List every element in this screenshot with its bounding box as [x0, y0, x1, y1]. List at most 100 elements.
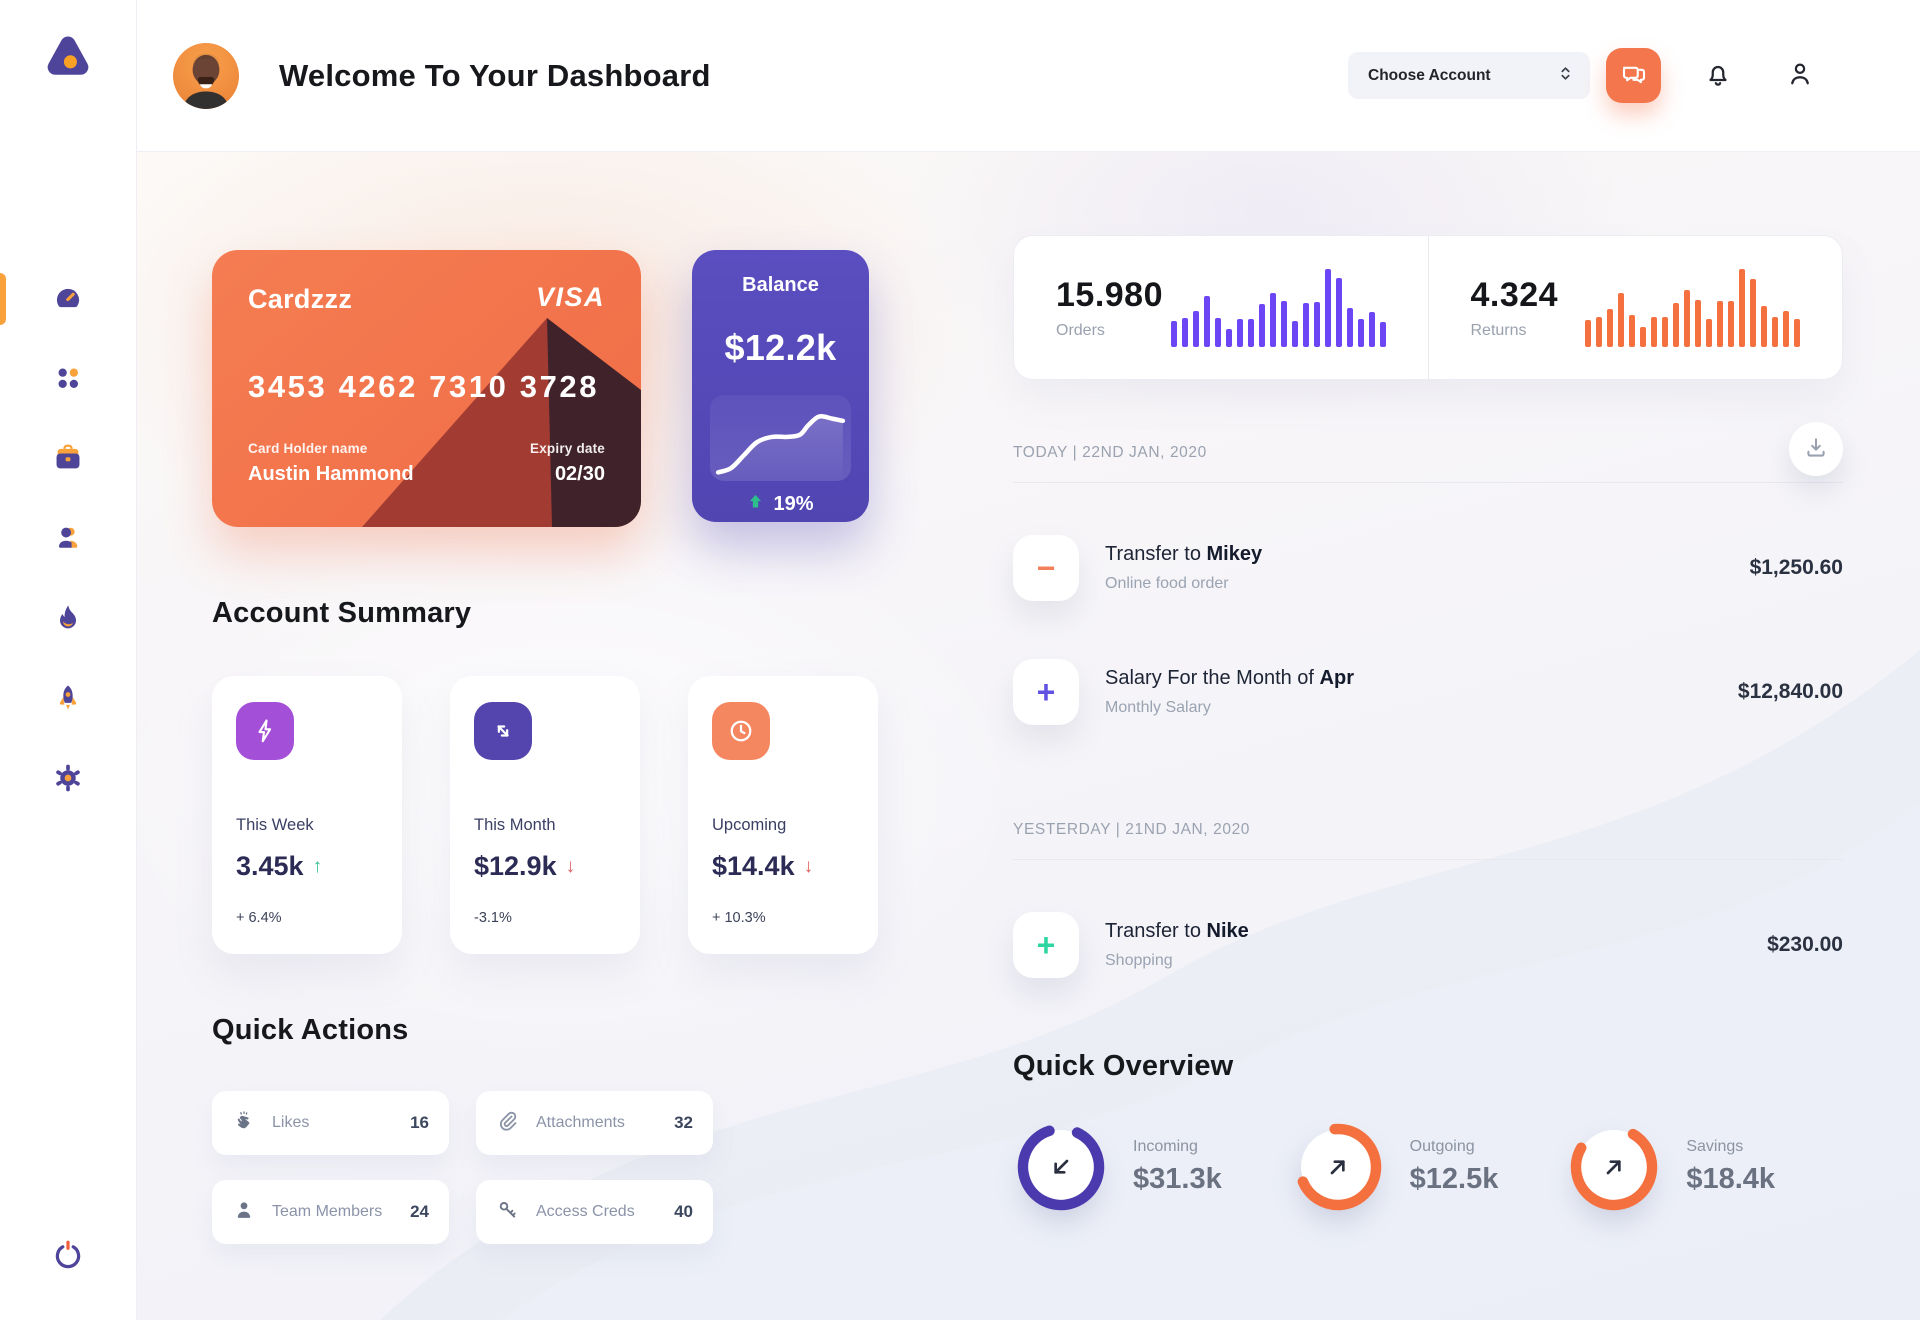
overview-label: Savings	[1686, 1138, 1744, 1155]
sidebar-item-trending[interactable]	[51, 602, 85, 636]
transaction-title: Salary For the Month of Apr	[1105, 667, 1354, 689]
transaction-row[interactable]: + Transfer to Nike Shopping $230.00	[1013, 912, 1843, 978]
bar	[1761, 305, 1767, 347]
summary-value: 3.45k	[236, 851, 304, 881]
power-icon	[51, 1240, 85, 1275]
quick-overview-title: Quick Overview	[1013, 1050, 1234, 1082]
summary-value: $12.9k	[474, 851, 557, 881]
boost-icon	[52, 685, 84, 717]
messages-button[interactable]	[1606, 48, 1661, 103]
transaction-row[interactable]: − Transfer to Mikey Online food order $1…	[1013, 535, 1843, 601]
profile-button[interactable]	[1783, 59, 1817, 93]
card-expiry-date: 02/30	[554, 463, 605, 485]
chat-icon	[1619, 59, 1649, 92]
overview-value: $31.3k	[1133, 1163, 1222, 1195]
bar	[1313, 302, 1320, 347]
bar	[1258, 304, 1265, 347]
summary-label: This Week	[236, 816, 314, 834]
transaction-date-header: YESTERDAY | 21ND JAN, 2020	[1013, 821, 1251, 838]
overview-incoming: Incoming $31.3k	[1013, 1119, 1290, 1215]
quick-action-access-creds[interactable]: Access Creds 40	[476, 1180, 713, 1244]
transaction-amount: $12,840.00	[1737, 680, 1843, 703]
sidebar-item-settings[interactable]	[51, 762, 85, 796]
bar	[1192, 311, 1199, 347]
app-logo-icon	[39, 28, 97, 86]
transactions-section: TODAY | 22ND JAN, 2020 − Transfer to Mike…	[1013, 422, 1843, 978]
credit-card-art	[362, 318, 641, 527]
sidebar-item-dashboard[interactable]	[0, 273, 85, 325]
summary-change: + 6.4%	[236, 910, 282, 926]
summary-card-this-month: This Month $12.9k ↓ -3.1%	[450, 676, 640, 954]
orders-bar-chart	[1170, 268, 1386, 347]
overview-savings: Savings $18.4k	[1566, 1119, 1843, 1215]
bar	[1772, 316, 1778, 347]
topbar: Welcome To Your Dashboard Choose Account	[137, 0, 1920, 152]
quick-actions-title: Quick Actions	[212, 1014, 409, 1046]
quick-action-count: 24	[410, 1202, 429, 1221]
transaction-group: TODAY | 22ND JAN, 2020 − Transfer to Mike…	[1013, 444, 1843, 725]
bar	[1750, 279, 1756, 347]
quick-action-likes[interactable]: Likes 16	[212, 1091, 449, 1155]
sidebar-item-boost[interactable]	[51, 682, 85, 716]
member-icon	[232, 1198, 256, 1227]
summary-change: -3.1%	[474, 910, 512, 926]
sidebar-item-apps[interactable]	[51, 362, 85, 396]
transaction-title: Transfer to Mikey	[1105, 543, 1263, 565]
quick-action-count: 40	[674, 1202, 693, 1221]
download-icon	[1803, 435, 1829, 464]
arrow-up-right-icon	[1290, 1119, 1386, 1215]
bar	[1629, 315, 1635, 347]
bar	[1684, 290, 1690, 347]
returns-label: Returns	[1470, 321, 1527, 339]
arrow-down-left-icon	[1013, 1119, 1109, 1215]
balance-value: $12.2k	[724, 327, 837, 368]
paperclip-icon	[496, 1109, 520, 1138]
transaction-group: YESTERDAY | 21ND JAN, 2020 + Transfer to …	[1013, 821, 1843, 978]
cards-row: Cardzzz VISA 3453 4262 7310 3728 Card Ho…	[212, 250, 880, 527]
transaction-amount: $1,250.60	[1749, 556, 1843, 579]
transaction-text: Transfer to Nike Shopping	[1105, 920, 1249, 970]
returns-stat: 4.324 Returns	[1427, 236, 1843, 379]
bar	[1280, 301, 1287, 347]
logout-power-button[interactable]	[50, 1238, 86, 1274]
user-icon	[1785, 59, 1815, 92]
sidebar-item-portfolio[interactable]	[51, 442, 85, 476]
stats-panel: 15.980 Orders 4.324 Returns	[1013, 235, 1843, 380]
quick-action-team-members[interactable]: Team Members 24	[212, 1180, 449, 1244]
divider	[1013, 859, 1843, 860]
trend-up-icon	[747, 493, 764, 516]
bar	[1346, 308, 1353, 347]
savings-ring-chart	[1566, 1119, 1662, 1215]
download-statement-button[interactable]	[1789, 422, 1843, 476]
bar	[1673, 302, 1679, 347]
quick-action-label: Team Members	[272, 1203, 383, 1220]
quick-actions-grid: Likes 16 Attachments 32 Team Members 24 …	[212, 1091, 880, 1244]
card-holder-name: Austin Hammond	[248, 463, 414, 485]
trending-icon	[52, 605, 84, 637]
bar	[1368, 312, 1375, 347]
quick-action-attachments[interactable]: Attachments 32	[476, 1091, 713, 1155]
settings-icon	[52, 764, 84, 797]
choose-account-label: Choose Account	[1368, 66, 1491, 84]
summary-label: This Month	[474, 816, 556, 834]
bar	[1728, 301, 1734, 347]
bar	[1379, 321, 1386, 347]
bar	[1717, 301, 1723, 347]
overview-text: Outgoing $12.5k	[1410, 1138, 1499, 1196]
transaction-text: Transfer to Mikey Online food order	[1105, 543, 1262, 593]
overview-label: Incoming	[1133, 1138, 1198, 1155]
bar	[1596, 316, 1602, 347]
bar	[1651, 316, 1657, 347]
arrow-up-right-icon	[1566, 1119, 1662, 1215]
credit-plus-icon: +	[1013, 912, 1079, 978]
transaction-row[interactable]: + Salary For the Month of Apr Monthly Sa…	[1013, 659, 1843, 725]
bar	[1739, 268, 1745, 347]
bar	[1706, 319, 1712, 347]
sidebar-item-contacts[interactable]	[51, 522, 85, 556]
summary-label: Upcoming	[712, 816, 787, 834]
bar	[1247, 319, 1254, 347]
choose-account-select[interactable]: Choose Account	[1348, 52, 1590, 99]
returns-value: 4.324	[1470, 275, 1559, 314]
outgoing-ring-chart	[1290, 1119, 1386, 1215]
notifications-button[interactable]	[1701, 59, 1735, 93]
